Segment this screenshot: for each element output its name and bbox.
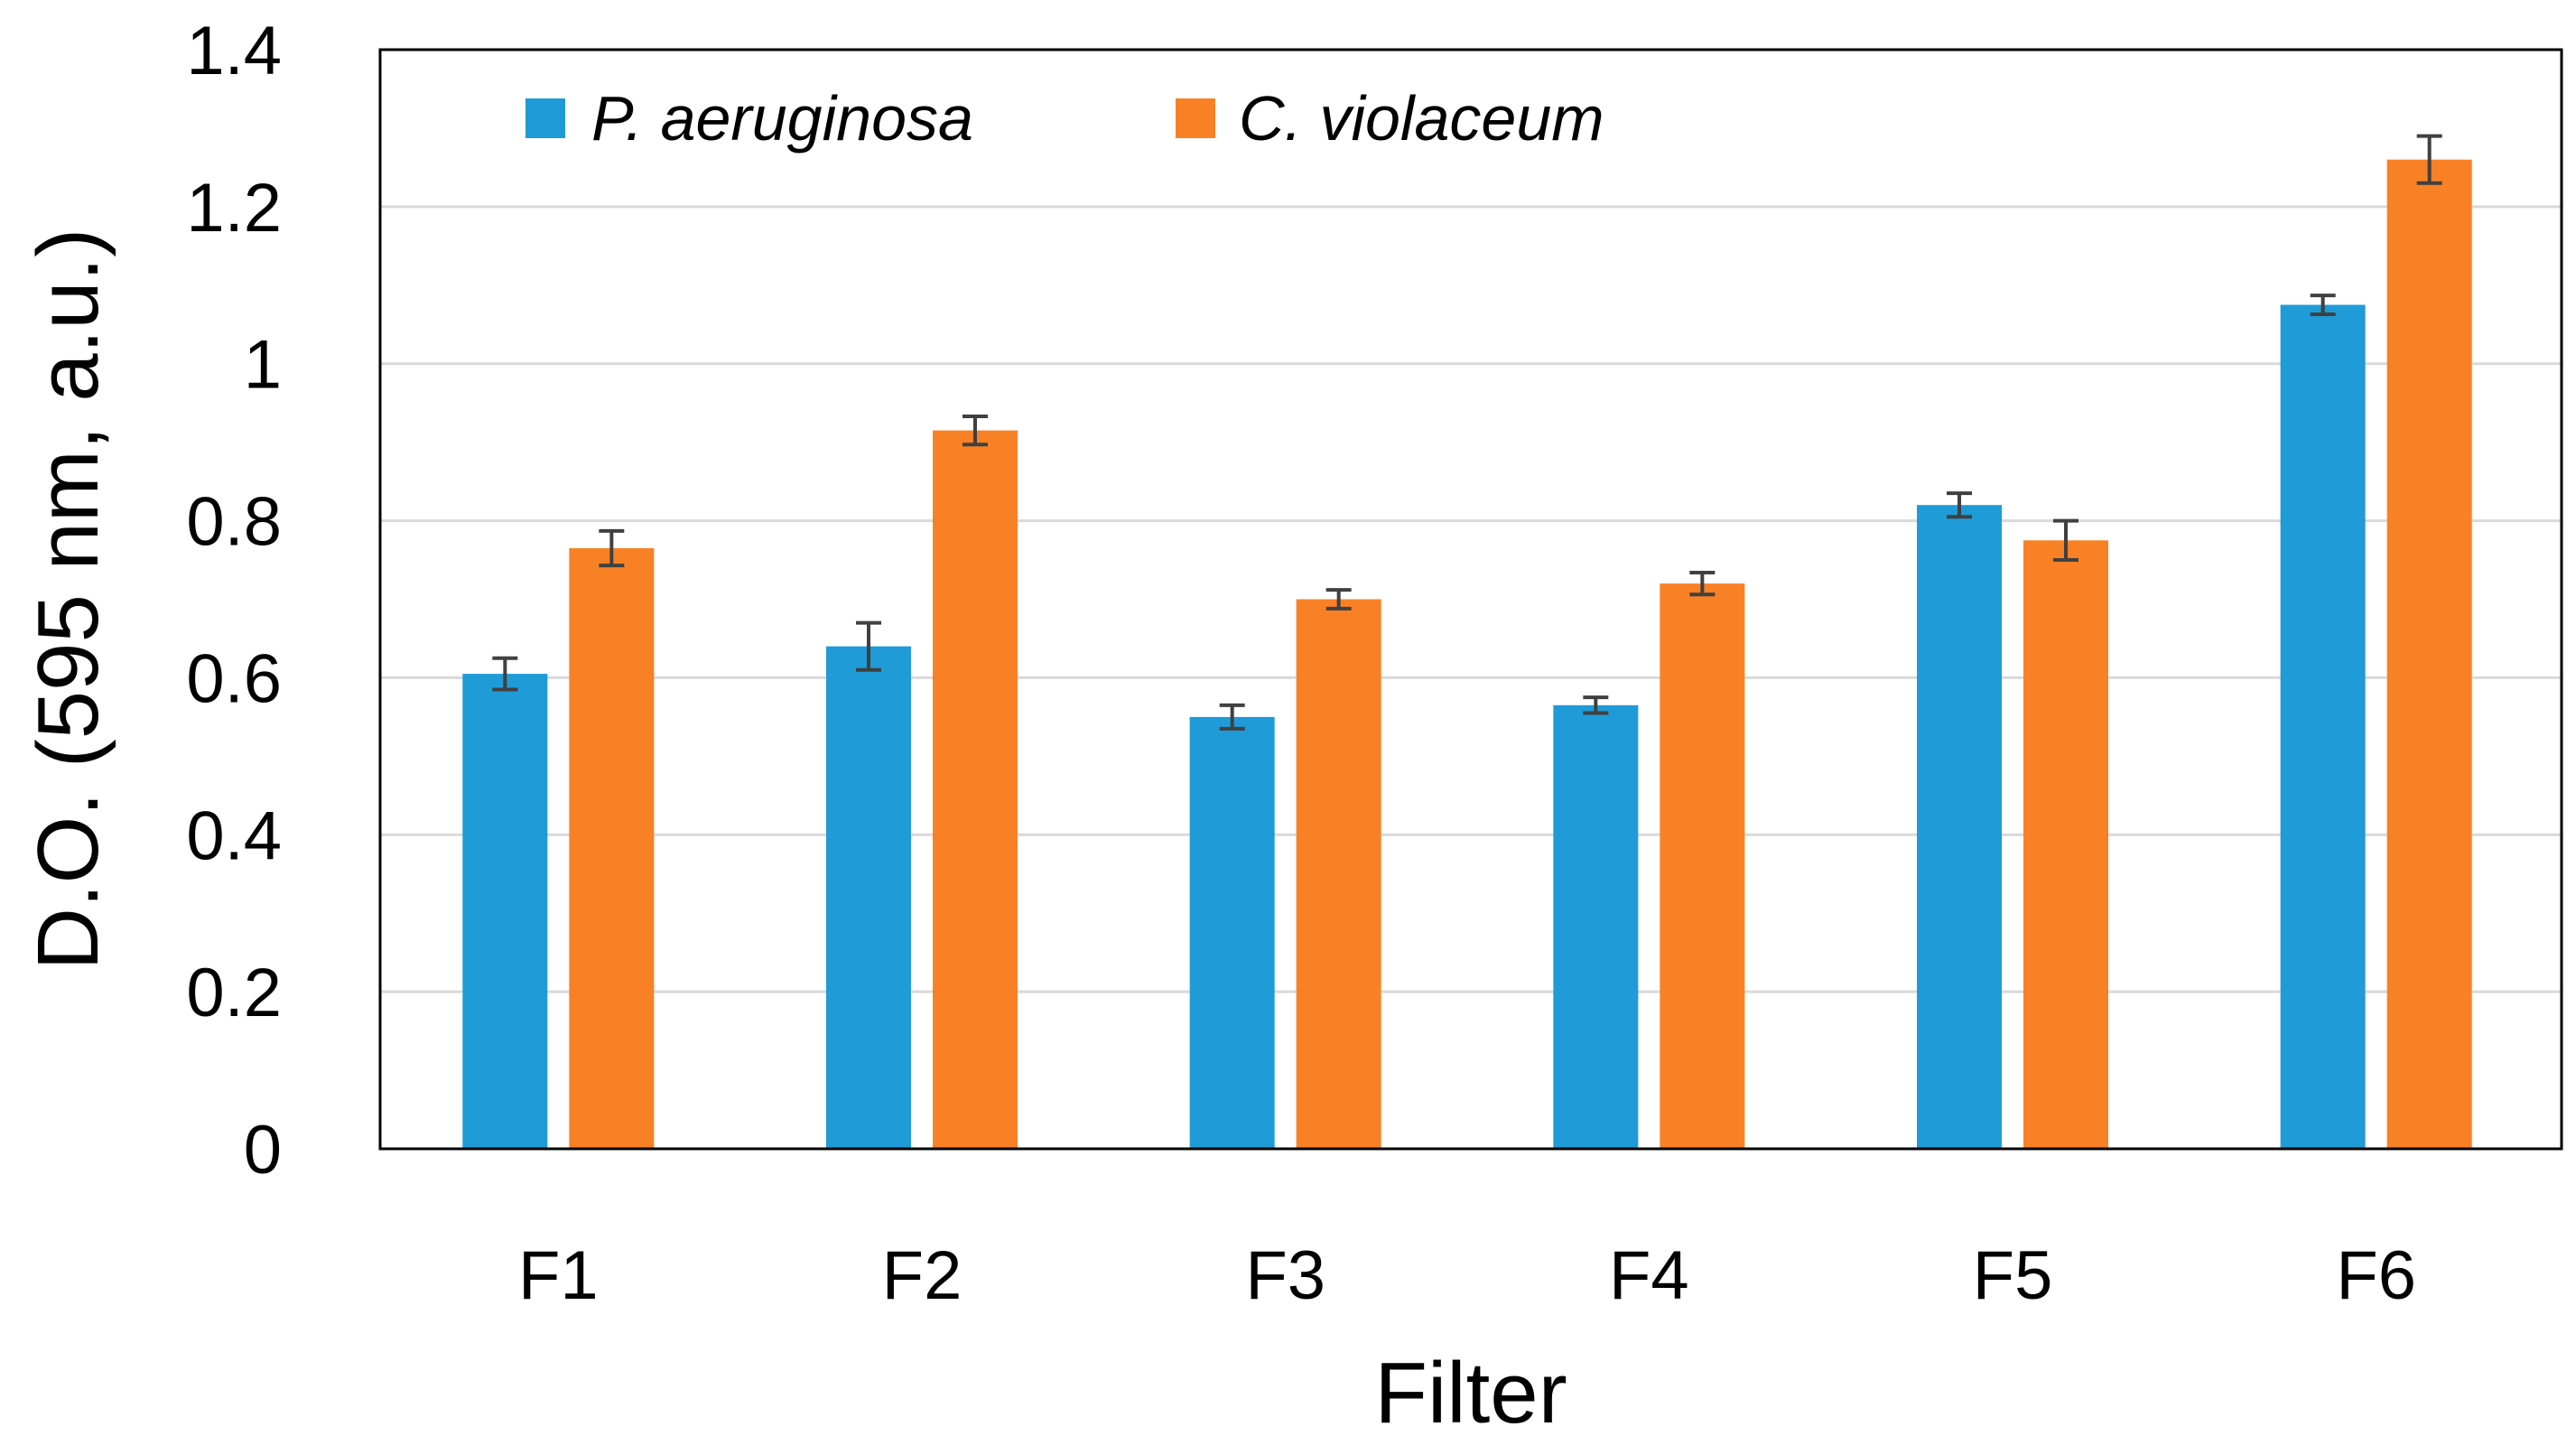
legend-label-p-aeruginosa: P. aeruginosa <box>591 83 973 154</box>
x-tick-label-f5: F5 <box>1973 1237 2053 1314</box>
plot-area-frame <box>378 48 2563 1151</box>
x-tick-label-f6: F6 <box>2336 1237 2416 1314</box>
bar-c-violaceum-f1 <box>569 547 655 1149</box>
bar-c-violaceum-f5 <box>2023 540 2108 1149</box>
x-axis-ticks: F1 F2 F3 F4 F5 F6 <box>518 1237 2416 1314</box>
x-tick-label-f4: F4 <box>1609 1237 1689 1314</box>
legend-swatch-c-violaceum <box>1176 98 1215 138</box>
bar-c-violaceum-f6 <box>2386 159 2472 1150</box>
bars <box>462 159 2472 1150</box>
bar-p-aeruginosa-f2 <box>826 646 911 1149</box>
x-axis-title: Filter <box>1374 1345 1567 1436</box>
x-tick-label-f3: F3 <box>1245 1237 1325 1314</box>
bar-c-violaceum-f4 <box>1660 583 1745 1149</box>
y-tick-label: 0.4 <box>186 797 282 874</box>
y-tick-label: 0.8 <box>186 484 282 561</box>
legend-label-c-violaceum: C. violaceum <box>1239 83 1604 154</box>
bar-p-aeruginosa-f5 <box>1917 505 2002 1149</box>
bar-p-aeruginosa-f1 <box>462 674 548 1149</box>
bar-p-aeruginosa-f3 <box>1189 716 1275 1149</box>
x-tick-label-f1: F1 <box>518 1237 599 1314</box>
error-bars <box>492 134 2442 731</box>
legend-swatch-p-aeruginosa <box>525 98 565 138</box>
x-tick-label-f2: F2 <box>882 1237 963 1314</box>
y-tick-label: 1.2 <box>186 170 282 247</box>
y-tick-label: 0 <box>244 1112 282 1189</box>
bar-c-violaceum-f3 <box>1296 599 1381 1149</box>
legend: P. aeruginosa C. violaceum <box>525 83 1604 154</box>
y-axis-ticks: 0 0.2 0.4 0.6 0.8 1 1.2 1.4 <box>186 13 282 1189</box>
bar-p-aeruginosa-f4 <box>1553 704 1639 1149</box>
gridlines <box>380 205 2562 993</box>
y-tick-label: 1.4 <box>186 13 282 89</box>
y-tick-label: 1 <box>244 327 282 404</box>
bar-p-aeruginosa-f6 <box>2280 304 2366 1150</box>
y-axis-title: D.O. (595 nm, a.u.) <box>20 228 116 971</box>
y-tick-label: 0.6 <box>186 640 282 717</box>
bar-c-violaceum-f2 <box>933 430 1018 1149</box>
y-tick-label: 0.2 <box>186 955 282 1031</box>
